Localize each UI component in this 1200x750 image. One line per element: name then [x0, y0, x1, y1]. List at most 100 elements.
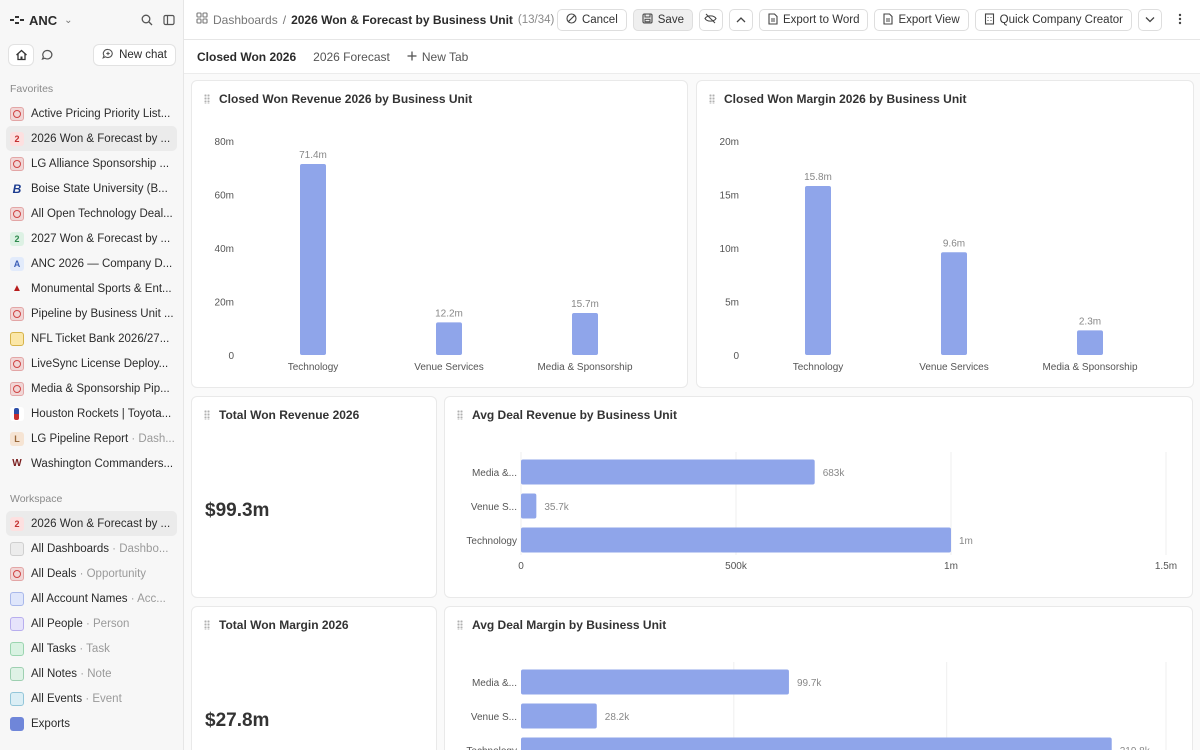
sidebar-item-label: Washington Commanders...: [31, 458, 173, 470]
quick-company-creator-button[interactable]: Quick Company Creator: [974, 9, 1132, 31]
page-count: (13/34): [517, 13, 555, 26]
sidebar-item-label: Active Pricing Priority List...: [31, 108, 170, 120]
sidebar-item-type: · Dash...: [128, 432, 175, 445]
sidebar-item[interactable]: LiveSync License Deploy...: [6, 351, 177, 376]
sidebar-item[interactable]: Pipeline by Business Unit ...: [6, 301, 177, 326]
sidebar-item[interactable]: B Boise State University (B...: [6, 176, 177, 201]
save-button[interactable]: Save: [632, 9, 693, 31]
sidebar-item-title: All Account Names: [31, 592, 128, 605]
sidebar-item[interactable]: Media & Sponsorship Pip...: [6, 376, 177, 401]
sidebar-item[interactable]: Exports: [6, 711, 177, 736]
search-icon[interactable]: [140, 13, 154, 27]
export-to-word-button[interactable]: Export to Word: [758, 9, 869, 31]
eye-off-icon: [704, 13, 718, 27]
kebab-menu-button[interactable]: [1168, 9, 1192, 31]
x-tick-label: Technology: [288, 362, 339, 373]
hide-toggle-button[interactable]: [698, 9, 723, 31]
y-tick-label: 60m: [215, 191, 234, 202]
x-tick-label: Venue Services: [919, 362, 989, 373]
collapse-button[interactable]: [728, 9, 753, 31]
sidebar-item-title: Active Pricing Priority List...: [31, 107, 171, 120]
sidebar-item-title: 2027 Won & Forecast by ...: [31, 232, 171, 245]
document-icon: [883, 12, 894, 28]
sidebar-item-label: All Tasks · Task: [31, 643, 110, 655]
y-tick-label: Media &...: [472, 468, 517, 479]
avg-deal-revenue-card: Avg Deal Revenue by Business Unit 0 500k 1…: [444, 396, 1193, 598]
sidebar-item[interactable]: All Events · Event: [6, 686, 177, 711]
total-won-revenue-value: $99.3m: [205, 500, 270, 521]
number-2-icon: 2: [10, 231, 24, 246]
export-to-word-label: Export to Word: [782, 14, 860, 26]
tab-closed-won-2026[interactable]: Closed Won 2026: [197, 49, 297, 64]
sidebar-item-title: All People: [31, 617, 83, 630]
sidebar-item[interactable]: All Open Technology Deal...: [6, 201, 177, 226]
y-tick-label: Technology: [466, 746, 517, 750]
card-title: Avg Deal Margin by Business Unit: [472, 618, 667, 632]
chat-icon[interactable]: [34, 44, 60, 66]
sidebar-item[interactable]: LG Alliance Sponsorship ...: [6, 151, 177, 176]
workspace-logo-icon: [10, 14, 24, 26]
sidebar-item[interactable]: NFL Ticket Bank 2026/27...: [6, 326, 177, 351]
bar: [521, 493, 537, 519]
sidebar-item-type: · Acc...: [127, 592, 166, 605]
sidebar-item[interactable]: Active Pricing Priority List...: [6, 101, 177, 126]
number-2-icon: 2: [10, 131, 24, 146]
sidebar-toggle-icon[interactable]: [162, 13, 176, 27]
tab-2026-forecast[interactable]: 2026 Forecast: [313, 49, 390, 64]
sidebar-item[interactable]: 2 2026 Won & Forecast by ...: [6, 511, 177, 536]
dashboard-icon: [10, 356, 24, 371]
data-label: 2.3m: [1079, 316, 1101, 327]
bar: [521, 703, 597, 729]
deals-icon: [10, 566, 24, 581]
sidebar-item-label: All Deals · Opportunity: [31, 568, 146, 580]
toolbar: Cancel Save Export to Word Export View Q…: [556, 9, 1192, 31]
y-tick-label: 80m: [215, 137, 234, 148]
sidebar-item[interactable]: ▲ Monumental Sports & Ent...: [6, 276, 177, 301]
data-label: 683k: [823, 468, 846, 479]
sidebar-item[interactable]: All Notes · Note: [6, 661, 177, 686]
sidebar-item[interactable]: Houston Rockets | Toyota...: [6, 401, 177, 426]
sidebar-item[interactable]: All Tasks · Task: [6, 636, 177, 661]
sidebar-item[interactable]: All Account Names · Acc...: [6, 586, 177, 611]
sidebar-item[interactable]: 2 2027 Won & Forecast by ...: [6, 226, 177, 251]
number-2-icon: 2: [10, 516, 24, 531]
export-view-button[interactable]: Export View: [874, 9, 969, 31]
sidebar-item[interactable]: All Deals · Opportunity: [6, 561, 177, 586]
cancel-button[interactable]: Cancel: [556, 9, 627, 31]
ticket-icon: [10, 331, 24, 346]
drag-handle-icon[interactable]: [204, 410, 210, 420]
x-tick-label: Media & Sponsorship: [537, 362, 632, 373]
sidebar-item[interactable]: W Washington Commanders...: [6, 451, 177, 476]
sidebar-item[interactable]: A ANC 2026 — Company D...: [6, 251, 177, 276]
new-tab-label: New Tab: [421, 49, 469, 64]
sidebar-item-label: Boise State University (B...: [31, 183, 168, 195]
sidebar-item[interactable]: All Dashboards · Dashbo...: [6, 536, 177, 561]
sidebar-item[interactable]: 2 2026 Won & Forecast by ...: [6, 126, 177, 151]
save-icon: [642, 13, 653, 27]
more-dropdown-button[interactable]: [1138, 9, 1162, 31]
sidebar-item-title: NFL Ticket Bank 2026/27...: [31, 332, 170, 345]
letter-a-icon: A: [10, 256, 24, 271]
drag-handle-icon[interactable]: [204, 620, 210, 630]
drag-handle-icon[interactable]: [457, 410, 463, 420]
workspace-switcher[interactable]: ANC ⌄: [10, 10, 176, 30]
workspace-list: 2 2026 Won & Forecast by ... All Dashboard…: [6, 511, 177, 736]
drag-handle-icon[interactable]: [709, 94, 715, 104]
drag-handle-icon[interactable]: [457, 620, 463, 630]
new-tab-button[interactable]: New Tab: [407, 50, 468, 64]
sidebar-item[interactable]: All People · Person: [6, 611, 177, 636]
data-label: 15.7m: [571, 299, 599, 310]
dashboard-icon: [10, 106, 24, 121]
new-chat-button[interactable]: New chat: [93, 44, 176, 66]
total-won-margin-value: $27.8m: [205, 710, 270, 731]
save-label: Save: [657, 14, 684, 26]
drag-handle-icon[interactable]: [204, 94, 210, 104]
sidebar-item-label: Exports: [31, 718, 70, 730]
home-icon[interactable]: [8, 44, 34, 66]
breadcrumb-root[interactable]: Dashboards: [213, 12, 278, 27]
new-chat-icon: [102, 48, 114, 63]
sidebar-item-label: 2026 Won & Forecast by ...: [31, 518, 170, 530]
dashboards-grid-icon: [196, 12, 208, 27]
y-tick-label: 20m: [215, 298, 234, 309]
sidebar-item[interactable]: L LG Pipeline Report · Dash...: [6, 426, 177, 451]
